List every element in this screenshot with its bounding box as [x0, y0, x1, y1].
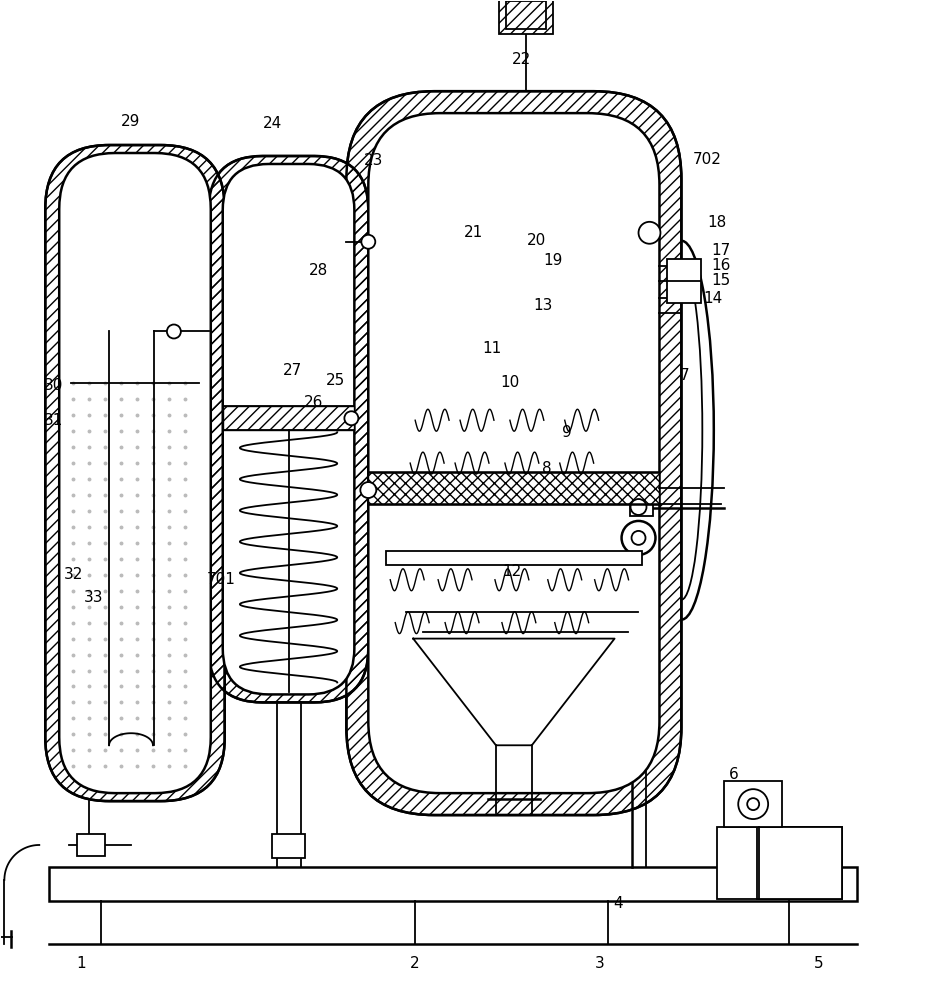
- FancyBboxPatch shape: [209, 156, 369, 702]
- Text: 20: 20: [527, 233, 546, 248]
- FancyBboxPatch shape: [46, 145, 225, 801]
- Bar: [49, 867, 857, 901]
- Bar: [717, 827, 842, 899]
- Bar: [506, 1, 546, 29]
- Text: 5: 5: [814, 956, 824, 971]
- Text: 17: 17: [712, 243, 731, 258]
- Text: 14: 14: [704, 291, 723, 306]
- Text: 22: 22: [512, 52, 531, 67]
- Text: 2: 2: [410, 956, 420, 971]
- Text: 18: 18: [708, 215, 727, 230]
- Circle shape: [360, 482, 376, 498]
- Polygon shape: [413, 639, 615, 745]
- Text: 23: 23: [364, 153, 383, 168]
- Text: 13: 13: [533, 298, 553, 313]
- Text: 26: 26: [304, 395, 323, 410]
- Text: 25: 25: [326, 373, 345, 388]
- Text: 31: 31: [44, 413, 63, 428]
- Bar: [630, 498, 654, 516]
- Circle shape: [621, 521, 656, 555]
- Bar: [222, 406, 354, 430]
- Text: 28: 28: [309, 263, 328, 278]
- Text: 24: 24: [263, 116, 282, 131]
- FancyBboxPatch shape: [347, 91, 681, 815]
- Circle shape: [638, 222, 660, 244]
- Text: 30: 30: [44, 378, 63, 393]
- Text: 7: 7: [679, 368, 689, 383]
- Bar: [757, 827, 842, 899]
- Circle shape: [361, 235, 375, 249]
- Text: 9: 9: [561, 425, 572, 440]
- Text: 10: 10: [501, 375, 520, 390]
- Text: 8: 8: [542, 461, 552, 476]
- Bar: [369, 472, 659, 504]
- Bar: [387, 551, 641, 565]
- Text: 11: 11: [483, 341, 502, 356]
- Text: 27: 27: [283, 363, 302, 378]
- Text: 19: 19: [543, 253, 562, 268]
- Text: 16: 16: [712, 258, 731, 273]
- Text: 15: 15: [712, 273, 731, 288]
- Circle shape: [631, 499, 647, 515]
- Text: 6: 6: [730, 767, 739, 782]
- Circle shape: [345, 411, 358, 425]
- Bar: [77, 834, 105, 856]
- Text: 29: 29: [122, 114, 141, 129]
- Text: 1: 1: [76, 956, 86, 971]
- Circle shape: [748, 798, 759, 810]
- Text: 21: 21: [464, 225, 483, 240]
- Bar: [499, 0, 553, 34]
- Text: 701: 701: [206, 572, 236, 587]
- Bar: [724, 781, 782, 827]
- Circle shape: [632, 531, 645, 545]
- Text: 3: 3: [595, 956, 604, 971]
- Circle shape: [738, 789, 769, 819]
- Text: 4: 4: [613, 896, 622, 911]
- FancyBboxPatch shape: [369, 113, 659, 793]
- FancyBboxPatch shape: [59, 153, 211, 793]
- FancyBboxPatch shape: [222, 164, 354, 694]
- Circle shape: [167, 325, 180, 338]
- Text: 702: 702: [693, 151, 722, 166]
- Bar: [668, 259, 701, 303]
- Bar: [272, 834, 306, 858]
- Text: 32: 32: [64, 567, 83, 582]
- Text: 33: 33: [84, 590, 103, 605]
- Text: 12: 12: [503, 564, 522, 579]
